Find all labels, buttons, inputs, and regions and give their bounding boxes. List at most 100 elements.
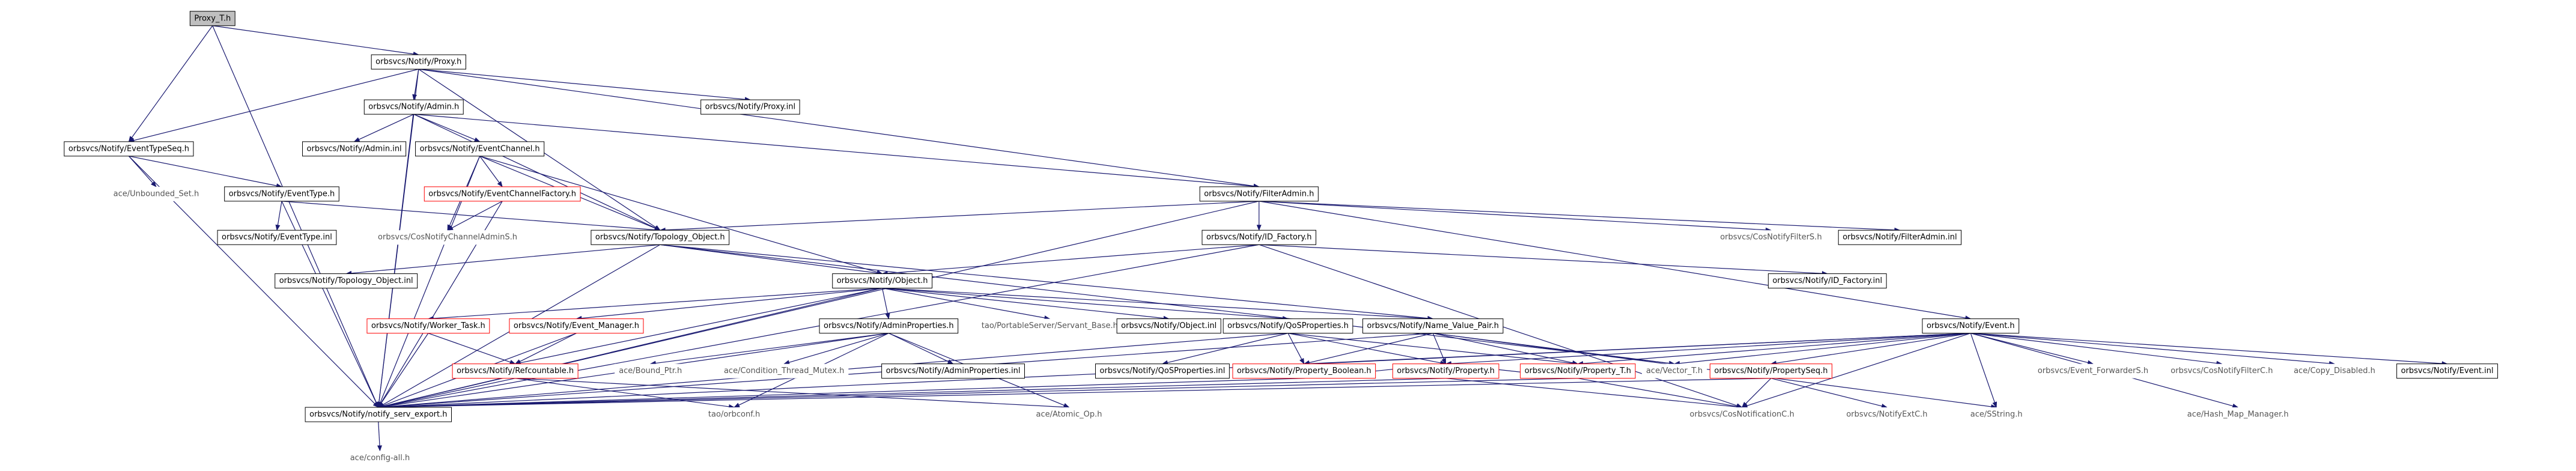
edge bbox=[1970, 333, 2335, 366]
graph-node[interactable]: orbsvcs/Notify/Object.h bbox=[832, 273, 933, 289]
graph-node[interactable]: orbsvcs/Notify/AdminProperties.h bbox=[819, 318, 959, 334]
graph-node[interactable]: orbsvcs/Notify/Refcountable.h bbox=[452, 363, 579, 379]
node-label: orbsvcs/Notify/EventChannelFactory.h bbox=[428, 189, 576, 198]
graph-node[interactable]: orbsvcs/Notify/FilterAdmin.inl bbox=[1838, 229, 1962, 245]
graph-node[interactable]: orbsvcs/Notify/Event.h bbox=[1922, 318, 2020, 334]
node-box bbox=[1685, 407, 1799, 422]
graph-node[interactable]: orbsvcs/Notify/Name_Value_Pair.h bbox=[1362, 318, 1504, 334]
graph-node: ace/Bound_Ptr.h bbox=[615, 363, 687, 378]
graph-node[interactable]: orbsvcs/Notify/ID_Factory.inl bbox=[1767, 273, 1887, 289]
edge bbox=[128, 156, 157, 187]
graph-node[interactable]: orbsvcs/Notify/Topology_Object.h bbox=[591, 229, 730, 245]
graph-node[interactable]: orbsvcs/Notify/EventType.h bbox=[224, 186, 339, 202]
graph-node[interactable]: orbsvcs/Notify/QoSProperties.inl bbox=[1095, 363, 1230, 379]
node-box bbox=[700, 99, 800, 115]
graph-node[interactable]: orbsvcs/Notify/Event_Manager.h bbox=[509, 318, 644, 334]
graph-node: ace/Hash_Map_Manager.h bbox=[2183, 407, 2293, 422]
node-label: tao/PortableServer/Servant_Base.h bbox=[982, 321, 1118, 330]
node-label: ace/Hash_Map_Manager.h bbox=[2187, 410, 2289, 419]
graph-node: orbsvcs/CosNotificationC.h bbox=[1685, 407, 1799, 422]
node-label: orbsvcs/Notify/Worker_Task.h bbox=[371, 321, 485, 330]
graph-node[interactable]: orbsvcs/Notify/Proxy.inl bbox=[700, 99, 800, 115]
graph-node[interactable]: orbsvcs/Notify/EventTypeSeq.h bbox=[64, 141, 194, 157]
node-box bbox=[2289, 363, 2380, 378]
node-label: ace/Unbounded_Set.h bbox=[114, 189, 199, 198]
graph-node[interactable]: orbsvcs/Notify/Topology_Object.inl bbox=[275, 273, 418, 289]
node-label: orbsvcs/Notify/EventTypeSeq.h bbox=[68, 144, 189, 153]
edge bbox=[1741, 333, 1971, 409]
graph-node[interactable]: orbsvcs/Notify/Admin.inl bbox=[302, 141, 407, 157]
node-box bbox=[1223, 318, 1353, 334]
edge bbox=[1161, 333, 1289, 365]
graph-node: orbsvcs/CosNotifyFilterS.h bbox=[1716, 230, 1826, 245]
graph-node[interactable]: orbsvcs/Notify/EventType.inl bbox=[217, 229, 337, 245]
node-label: orbsvcs/Notify/Event_Manager.h bbox=[514, 321, 639, 330]
node-box bbox=[2396, 363, 2499, 379]
node-box bbox=[1966, 407, 2027, 422]
edge bbox=[377, 244, 1259, 409]
edge bbox=[378, 333, 429, 408]
graph-node[interactable]: orbsvcs/Notify/QoSProperties.h bbox=[1223, 318, 1353, 334]
edge bbox=[275, 201, 282, 231]
edge bbox=[1770, 378, 1888, 409]
edge bbox=[281, 201, 661, 232]
graph-node[interactable]: orbsvcs/Notify/Admin.h bbox=[363, 99, 464, 115]
edge bbox=[345, 244, 660, 276]
edge bbox=[129, 156, 282, 189]
edge bbox=[1970, 333, 1997, 408]
edge bbox=[649, 333, 889, 366]
graph-node[interactable]: orbsvcs/Notify/Object.inl bbox=[1116, 318, 1221, 334]
node-label: orbsvcs/Notify/Proxy.inl bbox=[705, 103, 795, 112]
node-label: orbsvcs/Notify/Event.h bbox=[1927, 321, 2015, 330]
graph-node: ace/Copy_Disabled.h bbox=[2289, 363, 2380, 378]
node-label: orbsvcs/Notify/Object.h bbox=[837, 276, 928, 285]
node-label: orbsvcs/Notify/Admin.inl bbox=[307, 144, 402, 153]
node-label: orbsvcs/Notify/FilterAdmin.h bbox=[1204, 189, 1314, 198]
node-box bbox=[1392, 363, 1499, 379]
node-label: orbsvcs/Notify/Property.h bbox=[1397, 366, 1495, 375]
node-box bbox=[1716, 230, 1826, 245]
edge bbox=[413, 114, 661, 231]
graph-node[interactable]: orbsvcs/Notify/Property_T.h bbox=[1520, 363, 1636, 379]
node-box bbox=[371, 54, 466, 70]
graph-node[interactable]: orbsvcs/Notify/Property.h bbox=[1392, 363, 1499, 379]
graph-node[interactable]: orbsvcs/Notify/Worker_Task.h bbox=[366, 318, 490, 334]
node-label: orbsvcs/Notify/AdminProperties.inl bbox=[886, 366, 1021, 375]
graph-node[interactable]: orbsvcs/Notify/notify_serv_export.h bbox=[305, 407, 452, 422]
graph-node[interactable]: orbsvcs/Notify/FilterAdmin.h bbox=[1199, 186, 1319, 202]
node-box bbox=[881, 363, 1025, 379]
graph-node[interactable]: orbsvcs/Notify/Property_Boolean.h bbox=[1232, 363, 1376, 379]
graph-node[interactable]: orbsvcs/Notify/AdminProperties.inl bbox=[881, 363, 1025, 379]
edge bbox=[428, 333, 516, 365]
edge bbox=[128, 25, 213, 142]
node-box bbox=[1095, 363, 1230, 379]
graph-node[interactable]: orbsvcs/Notify/ID_Factory.h bbox=[1201, 229, 1317, 245]
graph-node[interactable]: Proxy_T.h bbox=[189, 11, 235, 26]
graph-node[interactable]: orbsvcs/Notify/Proxy.h bbox=[371, 54, 466, 70]
edge bbox=[515, 378, 735, 409]
edge bbox=[1445, 378, 1743, 410]
graph-node[interactable]: orbsvcs/Notify/PropertySeq.h bbox=[1709, 363, 1833, 379]
node-box bbox=[424, 186, 581, 202]
node-box bbox=[819, 318, 959, 334]
edge bbox=[353, 114, 415, 142]
edge bbox=[514, 288, 882, 365]
node-label: orbsvcs/Notify/Admin.h bbox=[368, 103, 459, 112]
node-label: orbsvcs/NotifyExtC.h bbox=[1846, 410, 1927, 419]
node-label: ace/Vector_T.h bbox=[1646, 366, 1703, 375]
graph-node[interactable]: orbsvcs/Notify/Event.inl bbox=[2396, 363, 2499, 379]
node-label: orbsvcs/Notify/AdminProperties.h bbox=[824, 321, 954, 330]
node-label: ace/SString.h bbox=[1970, 410, 2023, 419]
node-box bbox=[302, 141, 407, 157]
edge bbox=[882, 288, 1170, 321]
node-box bbox=[109, 186, 204, 201]
graph-node[interactable]: orbsvcs/Notify/EventChannelFactory.h bbox=[424, 186, 581, 202]
node-label: orbsvcs/Notify/FilterAdmin.inl bbox=[1842, 233, 1957, 242]
graph-node[interactable]: orbsvcs/Notify/EventChannel.h bbox=[415, 141, 545, 157]
node-label: orbsvcs/CosNotifyChannelAdminS.h bbox=[378, 233, 517, 242]
edge bbox=[1259, 244, 1828, 276]
edge bbox=[515, 378, 1070, 410]
node-label: ace/Condition_Thread_Mutex.h bbox=[724, 366, 844, 375]
edge bbox=[1303, 333, 1433, 365]
edge bbox=[128, 68, 419, 143]
